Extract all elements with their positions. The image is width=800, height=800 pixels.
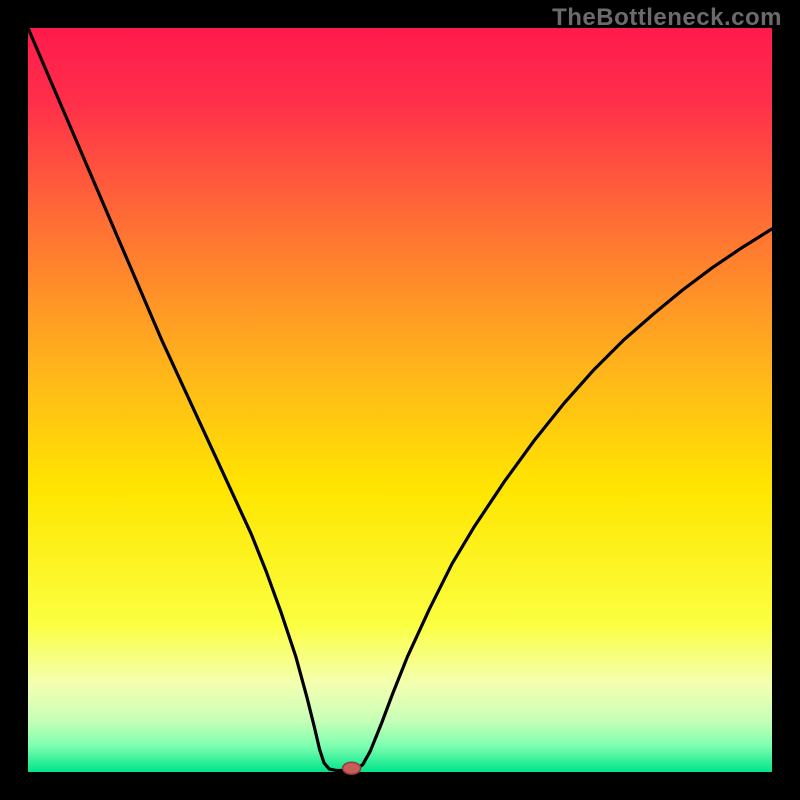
watermark-text: TheBottleneck.com [552, 4, 782, 32]
gradient-background [28, 28, 772, 772]
bottleneck-chart [0, 0, 800, 800]
optimal-point-marker [343, 762, 361, 774]
